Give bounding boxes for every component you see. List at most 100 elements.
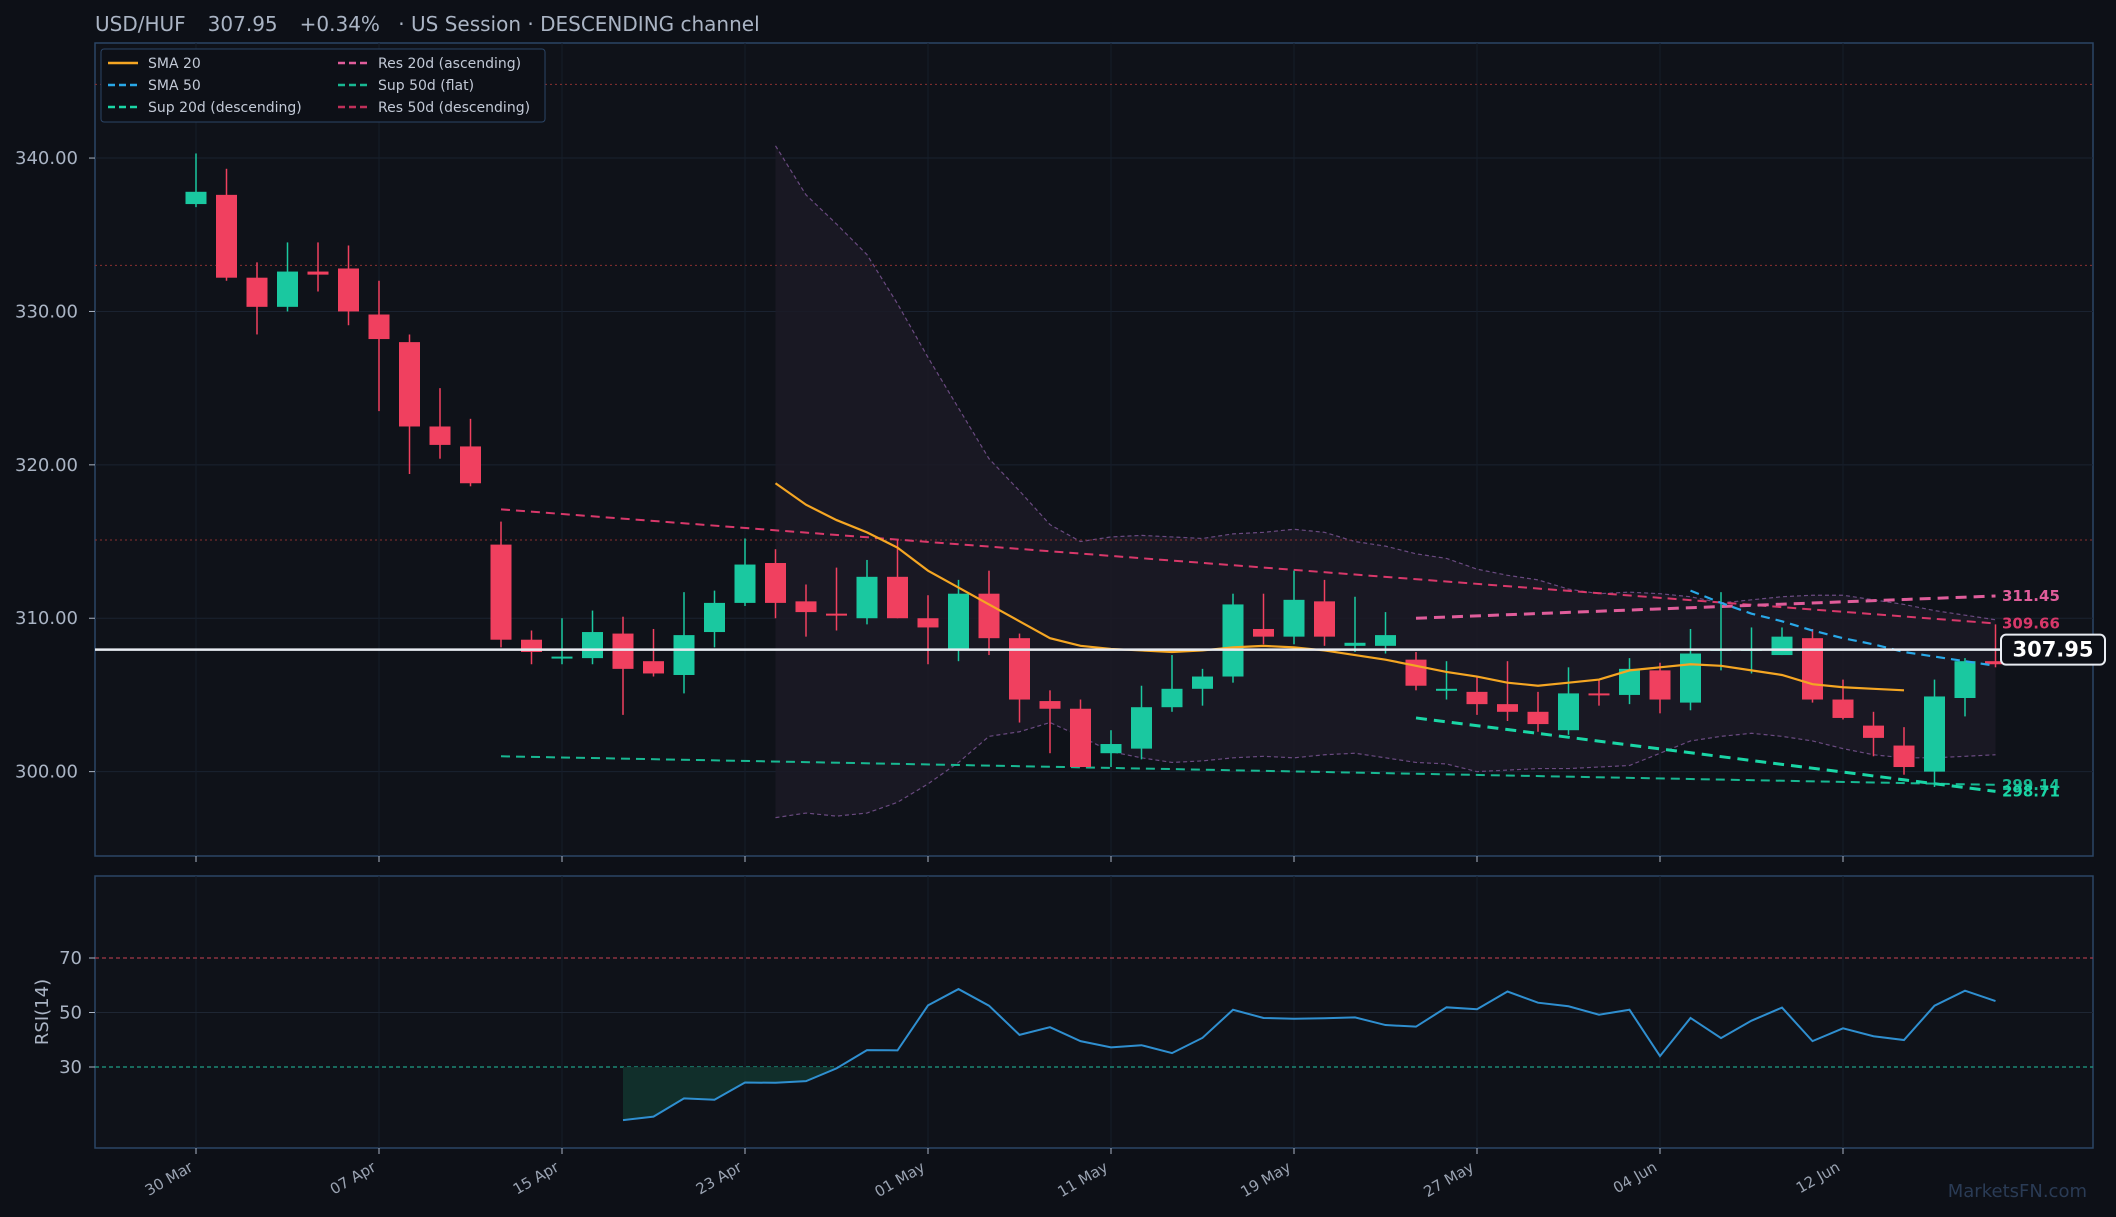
candle-body xyxy=(856,576,878,619)
rsi-axis-label: RSI(14) xyxy=(32,979,53,1045)
candle-body xyxy=(673,635,695,675)
candle-body xyxy=(1436,688,1457,691)
candle-body xyxy=(1619,668,1640,695)
sma50-line xyxy=(1690,589,1996,667)
rsi-tick-label: 30 xyxy=(59,1057,82,1078)
candle-body xyxy=(948,593,969,649)
sma20-line xyxy=(774,482,1905,692)
separator-dot: · xyxy=(521,12,540,36)
candle-body xyxy=(216,194,237,278)
candle-body xyxy=(795,601,817,613)
y-tick-label: 300.00 xyxy=(15,762,78,783)
candle-body xyxy=(1497,704,1518,712)
session-label: US Session xyxy=(411,12,521,36)
bollinger-lower xyxy=(775,721,1996,819)
candle-body xyxy=(1832,699,1854,718)
legend-label: Res 20d (ascending) xyxy=(378,56,521,72)
candle-body xyxy=(1039,701,1061,709)
price-y-axis: 300.00 310.00 320.00 330.00 340.00 xyxy=(15,148,95,783)
candle-body xyxy=(1070,708,1091,768)
candle-body xyxy=(1009,638,1030,700)
candle-body xyxy=(460,446,481,484)
candle-body xyxy=(338,268,359,312)
candle-body xyxy=(1344,642,1366,646)
trendline-value-label: 298.71 xyxy=(2002,782,2060,800)
trendline xyxy=(1415,716,1996,793)
candle-body xyxy=(399,342,420,427)
candle-body xyxy=(734,564,756,603)
candle-body xyxy=(185,191,207,205)
legend-label: SMA 50 xyxy=(148,78,201,94)
candle-body xyxy=(1222,604,1244,677)
candle-body xyxy=(1893,745,1915,768)
chart-header: USD/HUF 307.95 +0.34% · US Session · DESCE… xyxy=(95,12,760,36)
current-price-value: 307.95 xyxy=(2012,638,2093,662)
legend-label: Res 50d (descending) xyxy=(378,100,530,116)
candle-body xyxy=(1527,711,1549,725)
candle-body xyxy=(1161,688,1183,708)
candle-body xyxy=(1985,661,2006,665)
current-price-tag xyxy=(2000,633,2106,666)
moving-averages xyxy=(774,482,1996,692)
trendline xyxy=(1415,594,1996,620)
separator-dot: · xyxy=(392,12,411,36)
candle-body xyxy=(307,271,329,275)
channel-label: DESCENDING channel xyxy=(540,12,760,36)
candle-body xyxy=(277,271,298,307)
y-tick-label: 310.00 xyxy=(15,608,78,629)
trendline-value-label: 299.14 xyxy=(2002,776,2060,794)
candle-body xyxy=(765,563,786,603)
trendline-value-label: 311.45 xyxy=(2002,587,2060,605)
chart-legend: SMA 20 SMA 50 Sup 20d (descending) Res 20d … xyxy=(100,48,546,123)
legend-label: Sup 50d (flat) xyxy=(378,78,474,94)
candle-body xyxy=(582,632,603,659)
candle-body xyxy=(1771,636,1793,656)
candle-body xyxy=(1131,707,1152,749)
candle-body xyxy=(917,618,939,628)
candle-body xyxy=(1680,653,1701,703)
pair-label: USD/HUF xyxy=(95,12,186,36)
watermark: MarketsFN.com xyxy=(1948,1181,2087,1202)
price-grid xyxy=(95,43,2093,856)
change-label: +0.34% xyxy=(300,12,380,36)
candle-body xyxy=(1924,696,1945,772)
candle-body xyxy=(887,576,908,619)
legend-box xyxy=(100,48,546,123)
rsi-indicator: 30 50 70 xyxy=(59,876,2093,1148)
candle-body xyxy=(1466,691,1488,705)
candle-body xyxy=(1954,661,1976,699)
candle-body xyxy=(490,544,512,640)
rsi-tick-label: 50 xyxy=(59,1003,82,1024)
candle-body xyxy=(704,602,725,633)
candle-body xyxy=(1283,599,1305,637)
rsi-line xyxy=(622,987,1996,1122)
legend-label: Sup 20d (descending) xyxy=(148,100,302,116)
current-price: 307.95 xyxy=(95,633,2106,666)
candle-body xyxy=(1802,638,1823,700)
candle-body xyxy=(1375,635,1396,646)
candle-body xyxy=(1253,628,1274,637)
candle-body xyxy=(1558,693,1579,731)
candle-body xyxy=(826,613,847,616)
candle-body xyxy=(246,277,268,307)
candle-body xyxy=(1100,744,1122,754)
y-tick-label: 320.00 xyxy=(15,455,78,476)
candle-body xyxy=(612,633,634,669)
dotted-levels xyxy=(95,83,2093,541)
candle-body xyxy=(368,314,390,340)
candle-body xyxy=(1588,693,1610,696)
price-label: 307.95 xyxy=(208,12,278,36)
candle-body xyxy=(1192,676,1213,689)
bollinger-upper xyxy=(774,145,1996,621)
candle-body xyxy=(1649,670,1671,700)
y-tick-label: 340.00 xyxy=(15,148,78,169)
trendline xyxy=(500,755,1996,786)
candle-body xyxy=(1314,601,1335,637)
rsi-tick-label: 70 xyxy=(59,948,82,969)
y-tick-label: 330.00 xyxy=(15,301,78,322)
candle-body xyxy=(429,426,451,445)
candle-body xyxy=(978,593,1000,639)
candle-body xyxy=(1863,725,1884,738)
